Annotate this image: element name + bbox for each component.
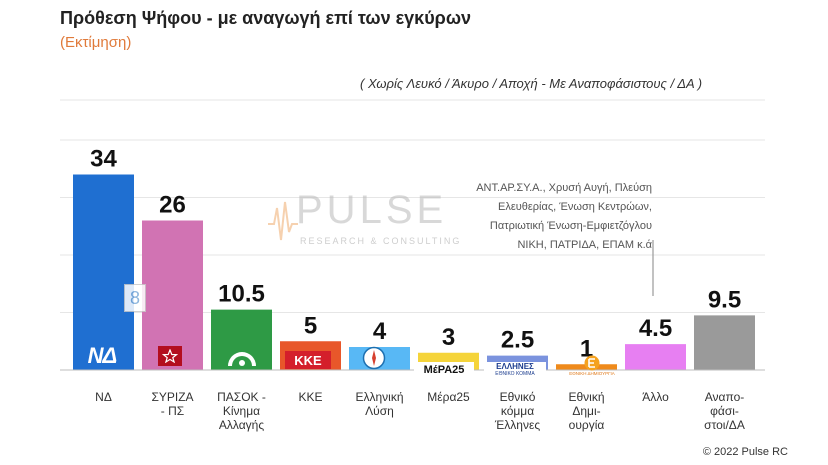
data-label: 26 — [159, 192, 186, 219]
data-label: 3 — [442, 324, 455, 351]
x-tick-label: Ελληνική Λύση — [345, 390, 415, 418]
copyright: © 2022 Pulse RC — [702, 446, 788, 458]
x-tick-label-line: Αλλαγής — [218, 418, 265, 432]
x-tick-label-line: Ελληνική — [355, 390, 404, 404]
x-tick-label-line: ΣΥΡΙΖΑ — [151, 390, 194, 404]
ethniki-dimiourgia-logo-icon: ΕΘΝΙΚΗ ΔΗΜΙΟΥΡΓΙΑ — [569, 352, 615, 378]
syriza-logo-icon — [158, 346, 182, 366]
others-note-line: ΝΙΚΗ, ΠΑΤΡΙΔΑ, ΕΠΑΜ κ.ά — [517, 239, 652, 251]
e-emblem-icon — [584, 355, 600, 370]
x-tick-label-line: ΝΔ — [95, 390, 112, 404]
x-tick-label-line: κόμμα — [500, 404, 535, 418]
x-tick-label-line: - ΠΣ — [160, 404, 185, 418]
x-tick-label-line: ουργία — [568, 418, 605, 432]
x-tick-label: ΣΥΡΙΖΑ - ΠΣ — [138, 390, 208, 418]
bar-1 — [73, 174, 134, 370]
data-label: 4 — [373, 318, 387, 345]
bar-9 — [625, 344, 686, 370]
x-tick-label: ΚΚΕ — [276, 390, 346, 404]
x-tick-label-line: ΚΚΕ — [298, 390, 323, 404]
mera25-logo-text: ΜέΡΑ25 — [423, 364, 465, 376]
x-tick-label-line: Έλληνες — [494, 418, 541, 432]
x-tick-label-line: ΠΑΣΟΚ - — [217, 390, 266, 404]
compass-icon — [362, 346, 386, 370]
x-tick-label-line: Δημι- — [572, 404, 601, 418]
x-tick-label-line: στοι/ΔΑ — [704, 418, 745, 432]
watermark-name: PULSE — [296, 188, 448, 232]
data-label: 4.5 — [639, 315, 672, 342]
x-tick-label: Εθνικό κόμμα Έλληνες — [483, 390, 553, 432]
others-note-line: ΑΝΤ.ΑΡ.ΣΥ.Α., Χρυσή Αυγή, Πλεύση — [476, 182, 652, 194]
x-tick-label: Άλλο — [621, 390, 691, 404]
ellines-logo-top: ΕΛΛΗΝΕΣ — [496, 362, 534, 371]
x-tick-label-line: Εθνικό — [499, 390, 536, 404]
nd-logo-text: ΝΔ — [87, 343, 118, 368]
nd-logo-icon: ΝΔ — [72, 343, 132, 368]
x-tick-label: Αναπο-φάσι-στοι/ΔΑ — [690, 390, 760, 432]
bar-2 — [142, 220, 203, 370]
nd-embedded-mark: 8 — [129, 287, 140, 308]
nd-embedded-mark-icon: 8 — [124, 284, 146, 312]
x-tick-label-line: Εθνική — [568, 390, 605, 404]
x-tick-label-line: Άλλο — [642, 390, 669, 404]
x-tick-label: Εθνική Δημι-ουργία — [552, 390, 622, 432]
kke-logo-text: ΚΚΕ — [294, 352, 322, 368]
x-tick-label-line: φάσι- — [710, 404, 739, 418]
elliniki-lysi-logo-icon — [362, 346, 386, 370]
x-tick-label-line: Κίνημα — [222, 404, 261, 418]
kke-logo-icon: ΚΚΕ — [285, 351, 331, 369]
sun-icon — [228, 352, 256, 366]
x-tick-label-line: Λύση — [365, 404, 394, 418]
watermark-tagline: RESEARCH & CONSULTING — [300, 236, 462, 246]
star-icon — [162, 349, 178, 363]
x-tick-label: Μέρα25 — [414, 390, 484, 404]
data-label: 2.5 — [501, 327, 534, 354]
pulse-logo-icon — [268, 201, 298, 241]
x-tick-label: ΠΑΣΟΚ - Κίνημα Αλλαγής — [207, 390, 277, 432]
chart-subtitle: (Εκτίμηση) — [60, 34, 132, 51]
data-label: 5 — [304, 312, 317, 339]
others-note: ΑΝΤ.ΑΡ.ΣΥ.Α., Χρυσή Αυγή, Πλεύση Ελευθερ… — [440, 179, 652, 255]
ellines-logo-icon: ΕΛΛΗΝΕΣ ΕΘΝΙΚΟ ΚΟΜΜΑ — [484, 362, 546, 378]
x-tick-label: ΝΔ — [69, 390, 139, 404]
others-note-line: Πατριωτική Ένωση-Εμφιετζόγλου — [489, 220, 652, 232]
chart-title: Πρόθεση Ψήφου - με αναγωγή επί των εγκύρ… — [60, 8, 472, 28]
x-tick-label-line: Αναπο- — [704, 390, 745, 404]
x-tick-label-line: Μέρα25 — [427, 390, 470, 404]
pasok-logo-icon — [222, 346, 262, 368]
data-label: 10.5 — [218, 281, 265, 308]
data-label: 9.5 — [708, 286, 741, 313]
ethniki-dimiourgia-logo-text: ΕΘΝΙΚΗ ΔΗΜΙΟΥΡΓΙΑ — [569, 370, 615, 376]
mera25-logo-icon: ΜέΡΑ25 — [414, 362, 474, 378]
others-note-line: Ελευθερίας, Ένωση Κεντρώων, — [497, 201, 652, 213]
bar-10 — [694, 315, 755, 370]
chart-note: ( Χωρίς Λευκό / Άκυρο / Αποχή - Με Αναπο… — [360, 76, 703, 91]
data-label: 34 — [90, 146, 117, 173]
ellines-logo-bottom: ΕΘΝΙΚΟ ΚΟΜΜΑ — [495, 371, 535, 377]
